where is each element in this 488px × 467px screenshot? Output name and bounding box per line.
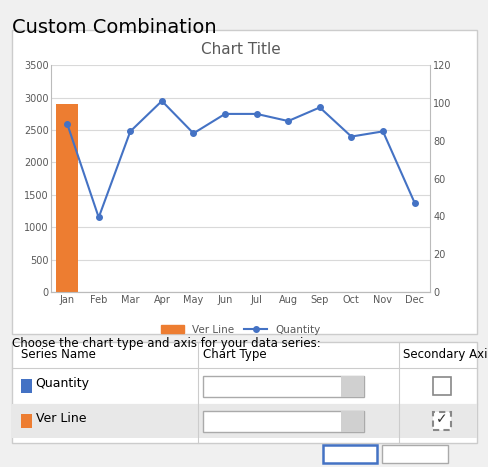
Text: Quantity: Quantity — [36, 377, 89, 390]
Bar — [56, 104, 78, 292]
Text: Choose the chart type and axis for your data series:: Choose the chart type and axis for your … — [12, 337, 320, 350]
Text: Clustered Column: Clustered Column — [207, 413, 307, 424]
Legend: Ver Line, Quantity: Ver Line, Quantity — [156, 320, 325, 339]
Text: OK: OK — [340, 447, 358, 460]
Text: ✓: ✓ — [435, 412, 447, 426]
Text: Ver Line: Ver Line — [36, 412, 86, 425]
Text: Secondary Axis: Secondary Axis — [403, 348, 488, 361]
Text: Series Name: Series Name — [21, 348, 96, 361]
Text: Cancel: Cancel — [393, 447, 436, 460]
Text: Custom Combination: Custom Combination — [12, 18, 216, 37]
Title: Chart Title: Chart Title — [201, 42, 280, 57]
Text: ˅: ˅ — [349, 378, 355, 391]
Text: Line with Markers: Line with Markers — [207, 378, 306, 389]
Text: ˅: ˅ — [349, 413, 355, 426]
Text: Chart Type: Chart Type — [203, 348, 266, 361]
